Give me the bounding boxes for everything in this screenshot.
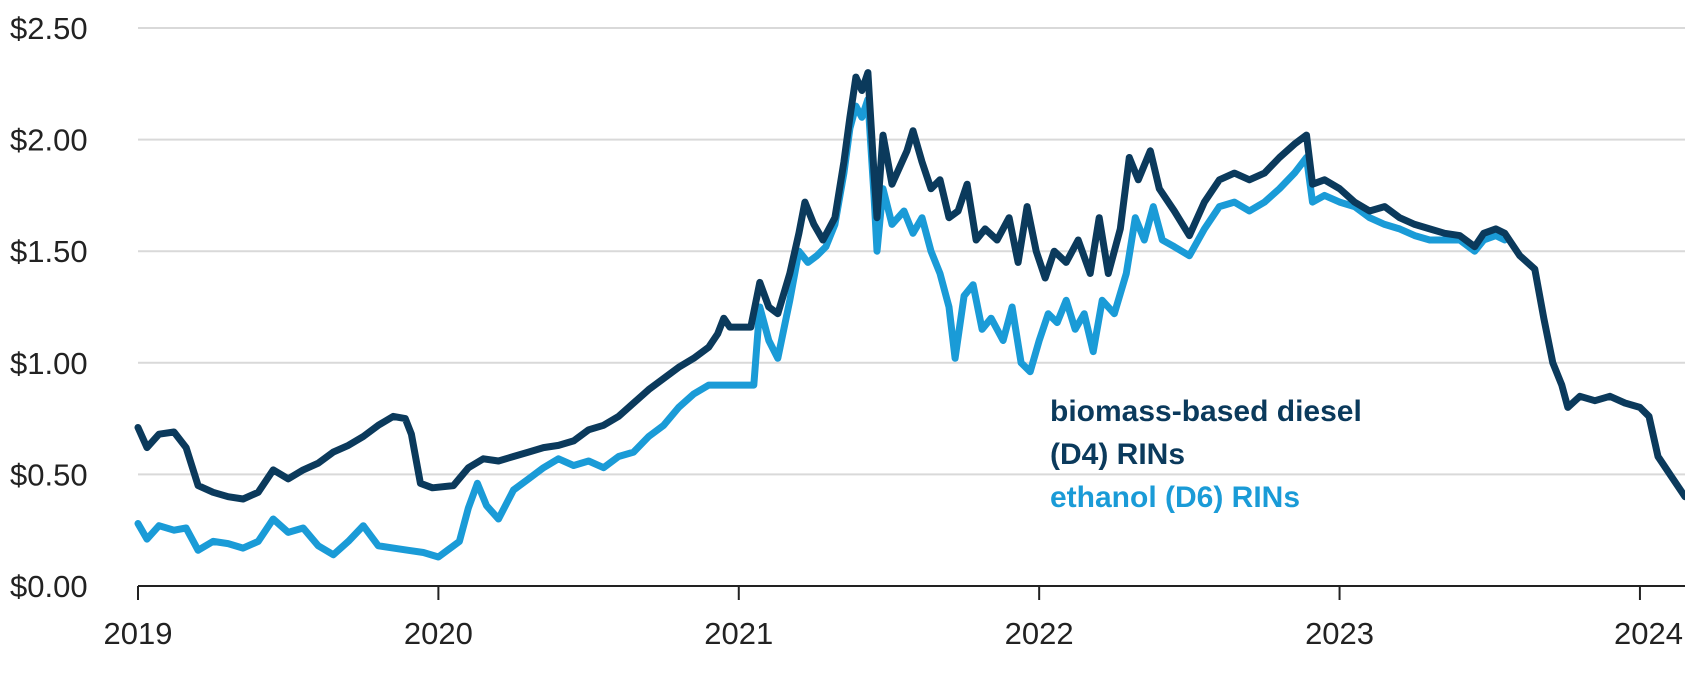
y-axis-ticks: $0.00 $0.50 $1.00 $1.50 $2.00 $2.50 (10, 11, 88, 604)
y-tick-label: $0.00 (10, 569, 88, 604)
y-tick-label: $1.00 (10, 346, 88, 381)
x-tick-label: 2021 (704, 616, 773, 651)
x-tick-label: 2022 (1005, 616, 1074, 651)
x-tick-label: 2023 (1305, 616, 1374, 651)
legend-label-d4: biomass-based diesel (1050, 395, 1362, 428)
series-lines (134, 69, 1685, 561)
legend-label-d4: (D4) RINs (1050, 438, 1185, 471)
y-tick-label: $1.50 (10, 234, 88, 269)
series-line-d4 (134, 69, 1685, 503)
x-tick-label: 2020 (404, 616, 473, 651)
y-tick-label: $2.00 (10, 123, 88, 158)
y-tick-label: $2.50 (10, 11, 88, 46)
inline-legend: biomass-based diesel (D4) RINs ethanol (D6… (1050, 395, 1362, 514)
x-tick-label: 2019 (104, 616, 173, 651)
x-axis: 2019 2020 2021 2022 2023 2024 (104, 585, 1685, 651)
x-tick-label: 2024 (1614, 616, 1683, 651)
legend-label-d6: ethanol (D6) RINs (1050, 481, 1300, 514)
gridlines (138, 27, 1685, 476)
y-tick-label: $0.50 (10, 457, 88, 492)
